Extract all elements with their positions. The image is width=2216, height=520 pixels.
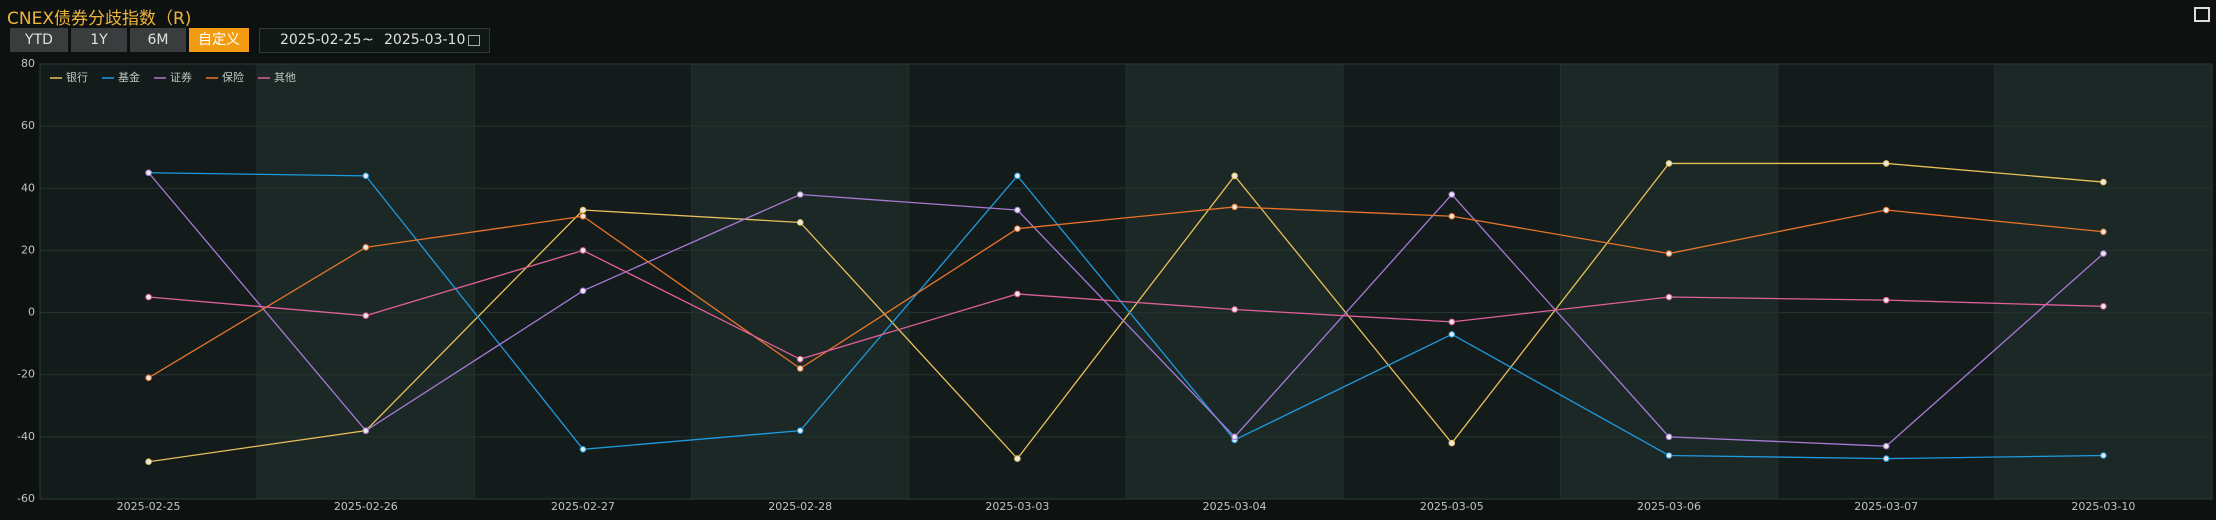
export-icon[interactable] bbox=[2194, 7, 2210, 22]
point bbox=[1231, 433, 1238, 441]
x-tick-label: 2025-03-07 bbox=[1854, 500, 1918, 513]
point bbox=[1665, 160, 1673, 167]
point bbox=[1665, 433, 1673, 441]
band bbox=[1126, 64, 1344, 499]
point bbox=[579, 206, 587, 214]
point bbox=[2100, 228, 2107, 236]
point bbox=[2100, 250, 2107, 257]
y-tick-label: -40 bbox=[17, 430, 35, 443]
point bbox=[1882, 206, 1890, 214]
point bbox=[796, 219, 804, 226]
point bbox=[579, 287, 587, 295]
point bbox=[1665, 250, 1673, 257]
point bbox=[796, 427, 804, 434]
point bbox=[1014, 206, 1021, 214]
plot-border bbox=[39, 63, 2213, 500]
series-line bbox=[148, 249, 2104, 360]
band bbox=[1343, 64, 1561, 499]
band bbox=[1994, 64, 2212, 499]
x-tick-label: 2025-03-03 bbox=[985, 500, 1049, 513]
series-line bbox=[148, 162, 2104, 463]
chart-title: CNEX债券分歧指数（R) bbox=[7, 9, 192, 29]
y-tick-label: 40 bbox=[21, 181, 35, 194]
legend-label: 证券 bbox=[170, 70, 192, 84]
calendar-icon[interactable] bbox=[468, 35, 480, 46]
y-tick-label: -20 bbox=[17, 368, 35, 381]
point bbox=[579, 212, 587, 220]
point bbox=[1882, 296, 1890, 304]
band bbox=[1560, 64, 1778, 499]
x-tick-label: 2025-02-27 bbox=[551, 500, 615, 513]
point bbox=[362, 172, 370, 180]
date-start: 2025-02-25 bbox=[280, 32, 362, 48]
y-tick-label: 60 bbox=[21, 119, 35, 132]
point bbox=[796, 365, 804, 372]
x-tick-label: 2025-03-10 bbox=[2071, 500, 2135, 513]
point bbox=[1448, 318, 1456, 326]
point bbox=[579, 247, 587, 254]
point bbox=[362, 312, 370, 319]
point bbox=[2100, 452, 2107, 459]
point bbox=[1882, 455, 1890, 462]
point bbox=[1665, 293, 1673, 301]
x-tick-label: 2025-02-26 bbox=[334, 500, 398, 513]
point bbox=[145, 293, 152, 301]
point bbox=[145, 374, 152, 382]
x-tick-label: 2025-02-28 bbox=[768, 500, 832, 513]
band bbox=[474, 64, 692, 499]
x-tick-label: 2025-02-25 bbox=[117, 500, 181, 513]
x-tick-label: 2025-03-04 bbox=[1203, 500, 1267, 513]
point bbox=[1231, 203, 1238, 211]
point bbox=[1882, 442, 1890, 450]
x-tick-label: 2025-03-06 bbox=[1637, 500, 1701, 513]
point bbox=[362, 244, 370, 251]
band bbox=[257, 64, 475, 499]
point bbox=[1231, 306, 1238, 313]
range-button[interactable]: 自定义 bbox=[189, 28, 249, 52]
y-tick-label: 80 bbox=[21, 57, 35, 70]
date-range[interactable]: 2025-02-25 ~ 2025-03-10 bbox=[259, 28, 490, 53]
point bbox=[145, 169, 152, 177]
legend-label: 保险 bbox=[222, 70, 244, 84]
point bbox=[1448, 331, 1456, 338]
range-button[interactable]: 6M bbox=[130, 28, 186, 52]
range-button[interactable]: 1Y bbox=[71, 28, 127, 52]
point bbox=[362, 427, 370, 434]
legend-label: 基金 bbox=[118, 70, 140, 84]
point bbox=[1665, 452, 1673, 459]
point bbox=[1014, 172, 1021, 180]
point bbox=[2100, 303, 2107, 310]
band bbox=[908, 64, 1126, 499]
point bbox=[796, 191, 804, 198]
series-line bbox=[148, 206, 2104, 379]
point bbox=[1231, 172, 1238, 180]
y-tick-label: 0 bbox=[28, 306, 35, 319]
point bbox=[1448, 191, 1456, 198]
point bbox=[1448, 212, 1456, 220]
point bbox=[1014, 225, 1021, 232]
series-line bbox=[148, 172, 2104, 447]
point bbox=[1882, 160, 1890, 167]
band bbox=[40, 64, 258, 499]
y-tick-label: -60 bbox=[17, 492, 35, 505]
x-tick-label: 2025-03-05 bbox=[1420, 500, 1484, 513]
range-button[interactable]: YTD bbox=[10, 28, 68, 52]
point bbox=[1448, 439, 1456, 447]
point bbox=[1014, 290, 1021, 298]
date-end: 2025-03-10 bbox=[384, 32, 466, 48]
y-tick-label: 20 bbox=[21, 243, 35, 256]
point bbox=[2100, 178, 2107, 186]
point bbox=[1014, 455, 1021, 462]
band bbox=[1777, 64, 1995, 499]
point bbox=[145, 458, 152, 466]
legend-label: 银行 bbox=[66, 70, 88, 84]
point bbox=[796, 355, 804, 363]
point bbox=[579, 445, 587, 453]
date-separator: ~ bbox=[362, 32, 374, 48]
series-line bbox=[148, 172, 2104, 460]
legend-label: 其他 bbox=[274, 71, 296, 84]
band bbox=[691, 64, 909, 499]
